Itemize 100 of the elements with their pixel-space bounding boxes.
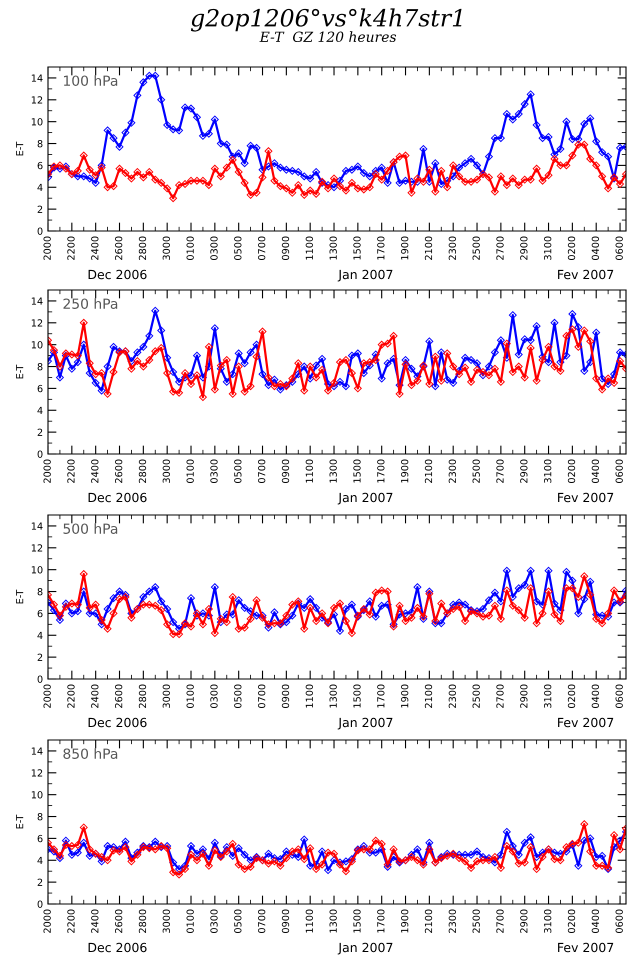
x-tick-label: 2100 — [424, 910, 432, 933]
x-tick-label: 2500 — [472, 236, 480, 260]
x-tick-label: 1100 — [306, 684, 314, 708]
x-tick-label: 1100 — [306, 910, 314, 933]
x-tick-label: 1500 — [353, 460, 361, 483]
x-tick-label: 2800 — [138, 460, 146, 483]
x-tick-label: 0600 — [616, 236, 623, 260]
x-tick-label: 0500 — [234, 684, 242, 708]
x-tick-label: 0900 — [282, 460, 290, 483]
y-tick-label: 8 — [38, 363, 42, 370]
x-tick-label: 0300 — [210, 236, 218, 260]
x-tick-label: 3100 — [544, 236, 552, 260]
x-tick-label: 0300 — [210, 684, 218, 708]
x-tick-label: 0400 — [592, 910, 600, 933]
x-tick-label: 1700 — [377, 236, 385, 260]
x-tick-label: 2600 — [114, 460, 122, 483]
x-tick-label: 2300 — [448, 236, 456, 260]
y-tick-label: 10 — [32, 118, 42, 126]
x-tick-label: 3100 — [544, 460, 552, 483]
annotation: 500 hPa — [64, 523, 118, 534]
x-tick-label: 1500 — [353, 236, 361, 260]
x-tick-label: 2300 — [448, 910, 456, 933]
annotation: 850 hPa — [63, 748, 118, 759]
text: Fev 2007 — [558, 942, 614, 952]
x-tick-label: 2900 — [520, 460, 528, 483]
x-tick-label: 2300 — [448, 684, 456, 708]
x-tick-label: 2900 — [520, 910, 528, 933]
y-tick-label: 8 — [38, 813, 42, 820]
x-tick-label: 2000 — [43, 236, 51, 260]
x-tick-label: 0900 — [282, 910, 290, 933]
x-tick-label: 0900 — [282, 684, 290, 708]
x-tick-label: 1900 — [400, 460, 408, 483]
x-tick-label: 0200 — [568, 910, 576, 933]
y-tick-label: 0 — [38, 227, 42, 235]
x-tick-label: 3000 — [162, 236, 170, 260]
text: Dec 2006 — [88, 942, 147, 952]
x-tick-label: 2400 — [91, 684, 98, 708]
y-tick-label: 4 — [37, 406, 43, 414]
x-tick-label: 0700 — [258, 460, 266, 483]
x-tick-label: 0100 — [186, 684, 194, 708]
y-tick-label: 6 — [38, 384, 43, 392]
x-tick-label: 2900 — [520, 236, 528, 260]
x-tick-label: 2700 — [496, 460, 504, 483]
annotation: 250 hPa — [63, 298, 118, 309]
y-tick-label: 14 — [32, 748, 43, 755]
x-tick-label: 0700 — [258, 910, 266, 933]
x-tick-label: 2600 — [114, 684, 122, 708]
y-tick-label: 8 — [38, 588, 42, 596]
x-tick-label: 0100 — [186, 910, 194, 933]
x-tick-label: 2400 — [91, 236, 98, 260]
x-tick-label: 0300 — [210, 460, 218, 483]
x-tick-label: 2700 — [496, 684, 504, 708]
x-tick-label: 2600 — [114, 910, 122, 933]
y-tick-label: 2 — [38, 206, 42, 213]
x-tick-label: 0100 — [186, 460, 194, 483]
x-tick-label: 1700 — [377, 910, 385, 933]
x-tick-label: 1300 — [329, 910, 337, 933]
y-tick-label: 0 — [38, 450, 42, 458]
text: Fev 2007 — [558, 492, 614, 502]
x-tick-label: 1500 — [353, 684, 361, 708]
x-tick-label: 0200 — [568, 684, 576, 708]
x-tick-label: 0200 — [568, 460, 576, 483]
y-tick-label: 14 — [32, 522, 43, 530]
x-tick-label: 2200 — [67, 460, 75, 483]
x-tick-label: 2500 — [472, 460, 480, 483]
text: Jan 2007 — [338, 718, 392, 730]
x-tick-label: 0400 — [592, 460, 600, 483]
x-tick-label: 3100 — [544, 684, 552, 708]
x-tick-label: 0600 — [616, 684, 623, 708]
y-tick-label: 14 — [32, 74, 43, 82]
y-axis-title: E-T — [16, 142, 24, 156]
text: Fev 2007 — [558, 718, 614, 728]
x-tick-label: 0700 — [258, 684, 266, 708]
x-tick-label: 2300 — [448, 460, 456, 483]
x-tick-label: 2100 — [424, 236, 432, 260]
x-tick-label: 0900 — [282, 236, 290, 260]
y-tick-label: 14 — [32, 298, 43, 305]
x-tick-label: 2600 — [114, 236, 122, 260]
y-axis-title: E-T — [16, 364, 24, 378]
x-tick-label: 1900 — [400, 236, 408, 260]
x-tick-label: 1100 — [306, 460, 314, 483]
x-tick-label: 1900 — [400, 684, 408, 708]
x-tick-label: 0400 — [592, 236, 600, 260]
x-tick-label: 2800 — [138, 684, 146, 708]
x-tick-label: 1700 — [377, 684, 385, 708]
x-tick-label: 1100 — [306, 236, 314, 260]
x-tick-label: 2400 — [91, 460, 98, 483]
x-tick-label: 2500 — [472, 910, 480, 933]
x-tick-label: 3100 — [544, 910, 552, 933]
x-tick-label: 2100 — [424, 460, 432, 483]
y-axis-title: E-T — [16, 814, 24, 828]
y-tick-label: 12 — [32, 544, 42, 552]
x-tick-label: 2000 — [43, 684, 51, 708]
y-tick-label: 4 — [37, 184, 43, 191]
y-tick-label: 2 — [38, 654, 42, 661]
x-tick-label: 1500 — [353, 910, 361, 933]
x-tick-label: 2400 — [91, 910, 98, 933]
y-tick-label: 10 — [32, 791, 42, 798]
x-tick-label: 2200 — [67, 684, 75, 708]
y-tick-label: 6 — [38, 610, 43, 618]
